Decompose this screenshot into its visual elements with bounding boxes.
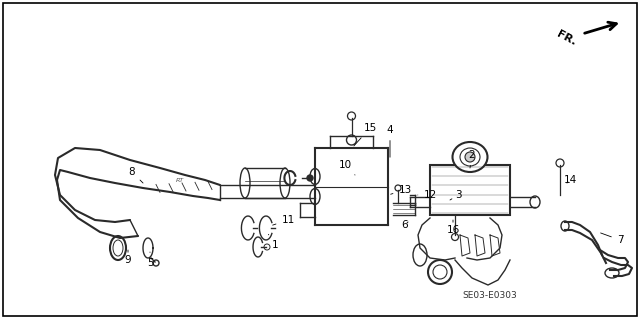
Circle shape <box>465 152 475 162</box>
Circle shape <box>307 175 313 181</box>
Text: 1: 1 <box>268 234 278 250</box>
Text: 8: 8 <box>129 167 143 183</box>
Text: 4: 4 <box>387 125 394 157</box>
Text: 7: 7 <box>600 233 623 245</box>
Text: FR.: FR. <box>556 29 578 47</box>
Text: 5: 5 <box>147 252 154 268</box>
Text: 3: 3 <box>450 190 461 200</box>
Text: 6: 6 <box>402 220 408 230</box>
Text: 15: 15 <box>354 123 376 146</box>
Text: 14: 14 <box>563 175 577 185</box>
Text: 10: 10 <box>339 160 355 175</box>
Text: 13: 13 <box>390 185 412 195</box>
Bar <box>430 165 510 215</box>
Text: 16: 16 <box>446 220 460 235</box>
Text: 12: 12 <box>418 190 436 200</box>
Text: SE03-E0303: SE03-E0303 <box>463 291 517 300</box>
Text: 9: 9 <box>125 250 131 265</box>
Text: 2: 2 <box>468 150 476 168</box>
Text: RT: RT <box>176 178 184 183</box>
Text: 11: 11 <box>273 215 294 225</box>
Ellipse shape <box>452 142 488 172</box>
